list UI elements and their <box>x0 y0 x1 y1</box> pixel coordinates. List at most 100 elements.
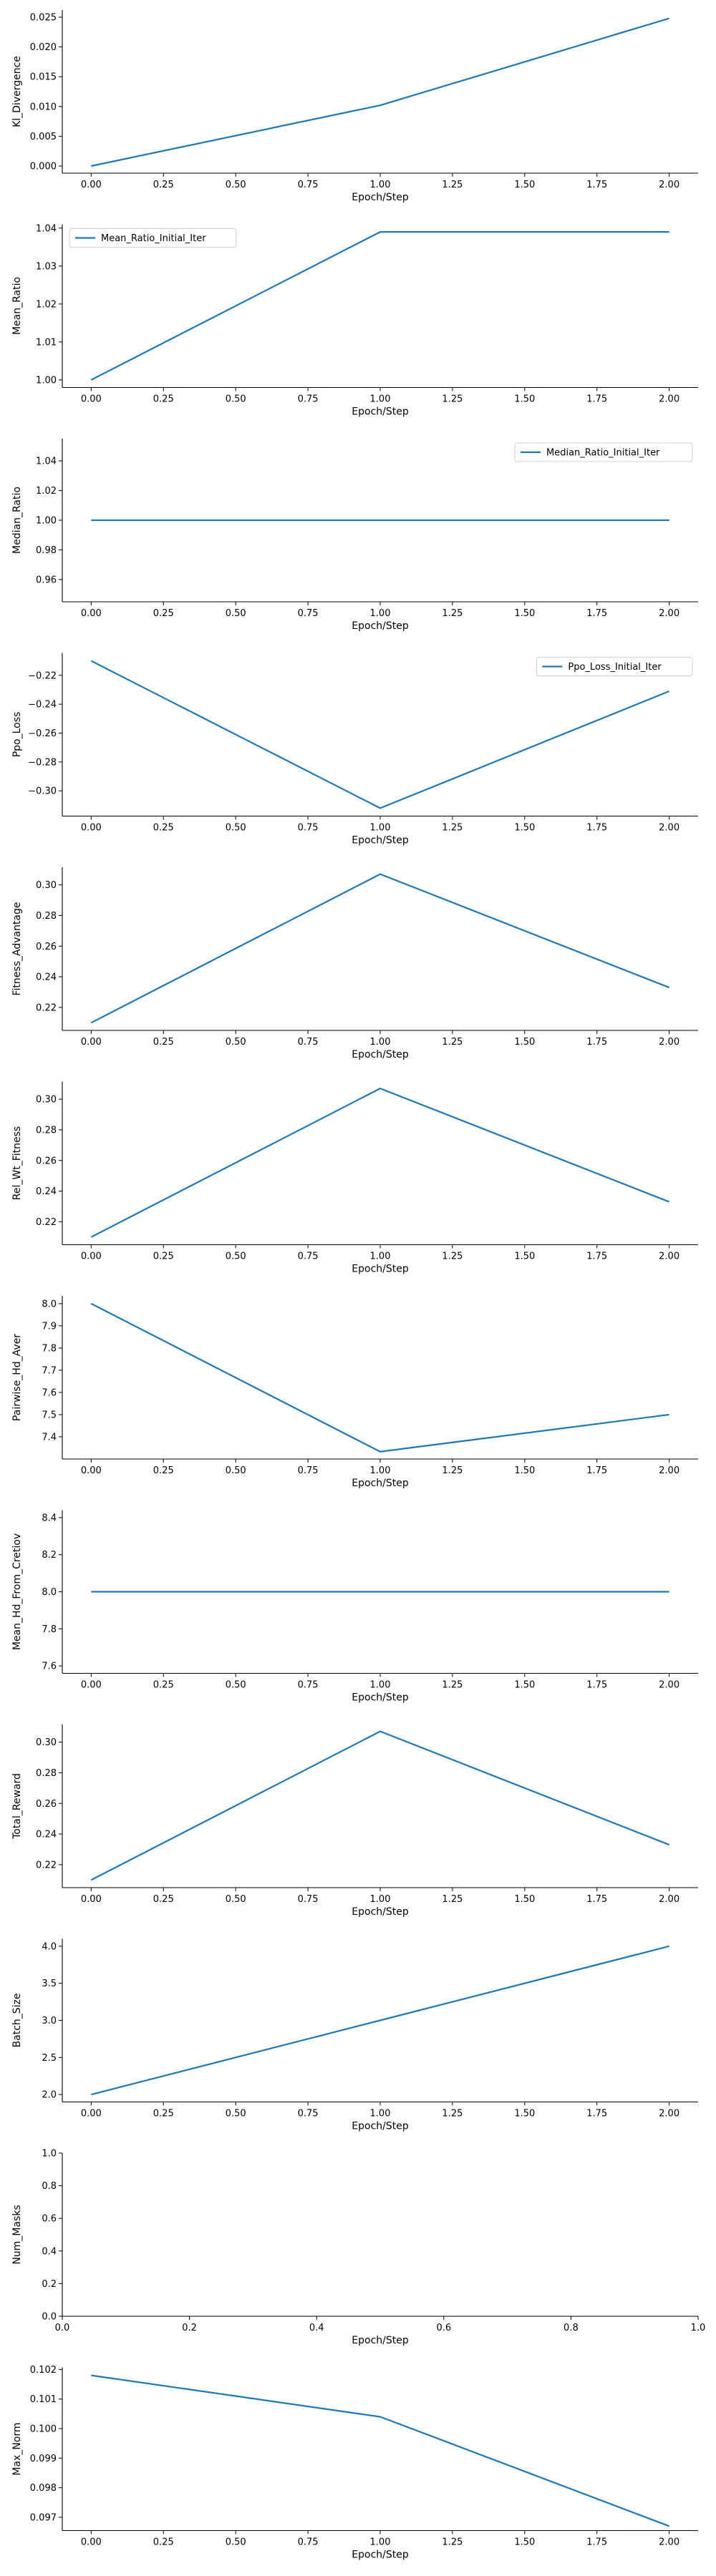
x-tick-label: 0.50 <box>226 823 246 834</box>
y-tick-label: 0.28 <box>36 1768 57 1779</box>
x-tick-label: 1.25 <box>442 1037 463 1048</box>
x-tick-label: 1.50 <box>514 1465 535 1476</box>
y-tick-label: 7.6 <box>42 1387 57 1398</box>
subplot-1: 0.00 0.25 0.50 0.75 1.00 1.25 1.50 1.75 2.00 0.00… <box>11 10 698 203</box>
y-tick-label: 0.0 <box>42 2312 57 2323</box>
x-tick-label: 0.00 <box>81 1894 102 1905</box>
x-tick-label: 0.75 <box>298 823 319 834</box>
legend: Ppo_Loss_Initial_Iter <box>536 657 693 676</box>
x-tick-label: 0.00 <box>81 1252 102 1262</box>
x-tick-label: 0.25 <box>153 2109 174 2119</box>
x-tick-label: 1.50 <box>514 608 535 619</box>
x-tick-label: 0.2 <box>182 2323 197 2333</box>
x-axis-label: Epoch/Step <box>352 1049 409 1060</box>
legend-frame <box>514 442 693 462</box>
y-tick-label: 7.9 <box>42 1321 57 1332</box>
x-tick-label: 0.00 <box>81 608 102 619</box>
x-tick-label: 0.00 <box>81 1680 102 1691</box>
x-axis-label: Epoch/Step <box>352 406 409 418</box>
x-tick-label: 0.75 <box>298 2109 319 2119</box>
x-tick-label: 1.50 <box>514 2537 535 2548</box>
y-tick-label: 8.4 <box>42 1513 57 1523</box>
y-axis-label: Batch_Size <box>11 1994 23 2048</box>
x-tick-label: 0.00 <box>81 1465 102 1476</box>
legend-label: Ppo_Loss_Initial_Iter <box>568 662 662 673</box>
x-tick-label: 1.00 <box>370 2109 391 2119</box>
x-tick-label: 1.75 <box>586 2537 607 2548</box>
y-tick-label: 8.0 <box>42 1587 57 1598</box>
y-tick-label: 0.6 <box>42 2214 57 2225</box>
y-axis-label: Fitness_Advantage <box>11 902 23 995</box>
y-tick-label: −0.30 <box>28 786 57 797</box>
x-axis-label: Epoch/Step <box>352 1906 409 1918</box>
x-tick-label: 1.75 <box>586 1037 607 1048</box>
series-line <box>90 873 670 1024</box>
x-tick-label: 1.75 <box>586 180 607 190</box>
x-tick-label: 2.00 <box>659 1894 679 1905</box>
y-axis-label: Max_Norm <box>11 2422 23 2475</box>
x-tick-label: 2.00 <box>659 1037 679 1048</box>
x-tick-label: 0.50 <box>226 1680 246 1691</box>
y-tick-label: 7.8 <box>42 1624 57 1635</box>
legend: Mean_Ratio_Initial_Iter <box>69 228 237 248</box>
y-tick-label: 0.020 <box>30 42 57 53</box>
x-tick-label: 1.25 <box>442 180 463 190</box>
x-axis-label: Epoch/Step <box>352 1692 409 1704</box>
x-tick-label: 1.50 <box>514 180 535 190</box>
x-tick-label: 1.50 <box>514 1680 535 1691</box>
y-tick-label: 0.010 <box>30 102 57 112</box>
series-line <box>91 17 669 167</box>
x-axis-label: Epoch/Step <box>352 2550 409 2561</box>
y-axis-label: Median_Ratio <box>11 487 23 554</box>
subplot-4: 0.00 0.25 0.50 0.75 1.00 1.25 1.50 1.75 2.00 −0.3… <box>11 653 698 847</box>
x-tick-label: 1.25 <box>442 608 463 619</box>
x-tick-label: 0.75 <box>298 394 319 405</box>
y-tick-label: 0.100 <box>30 2424 57 2435</box>
y-axis-label: Total_Reward <box>11 1773 23 1840</box>
y-tick-label: 7.6 <box>42 1662 57 1672</box>
x-tick-label: 0.00 <box>81 394 102 405</box>
x-tick-label: 0.00 <box>81 2109 102 2119</box>
y-tick-label: 0.000 <box>30 162 57 172</box>
x-tick-label: 1.75 <box>586 394 607 405</box>
y-tick-label: 2.0 <box>42 2090 57 2101</box>
x-tick-label: 0.25 <box>153 823 174 834</box>
x-tick-label: 0.25 <box>153 1894 174 1905</box>
x-tick-label: 0.25 <box>153 394 174 405</box>
x-tick-label: 0.25 <box>153 1037 174 1048</box>
y-tick-label: 0.005 <box>30 132 57 142</box>
x-tick-label: 0.75 <box>298 1894 319 1905</box>
x-tick-label: 0.50 <box>226 2537 246 2548</box>
y-tick-label: 7.5 <box>42 1410 57 1420</box>
x-tick-label: 2.00 <box>659 394 679 405</box>
series-line <box>91 2374 670 2527</box>
legend-frame <box>536 657 693 676</box>
y-tick-label: 0.4 <box>42 2246 57 2257</box>
x-tick-label: 0.6 <box>436 2323 451 2333</box>
x-tick-label: 1.25 <box>442 1680 463 1691</box>
y-tick-label: −0.24 <box>28 700 57 711</box>
x-tick-label: 1.00 <box>370 1465 391 1476</box>
x-tick-label: 1.75 <box>586 1894 607 1905</box>
x-tick-label: 0.00 <box>81 180 102 190</box>
x-tick-label: 1.0 <box>691 2323 706 2333</box>
y-tick-label: 1.01 <box>36 337 57 348</box>
y-tick-label: 0.24 <box>36 1186 57 1197</box>
y-tick-label: 0.98 <box>36 545 57 556</box>
y-tick-label: 0.102 <box>30 2365 57 2376</box>
x-tick-label: 0.0 <box>55 2323 70 2333</box>
series-line <box>90 231 669 381</box>
x-tick-label: 1.00 <box>370 1680 391 1691</box>
x-tick-label: 2.00 <box>659 180 679 190</box>
x-tick-label: 2.00 <box>659 823 679 834</box>
subplot-12: 0.00 0.25 0.50 0.75 1.00 1.25 1.50 1.75 2.00 0.09… <box>11 2365 698 2561</box>
y-tick-label: 7.8 <box>42 1343 57 1354</box>
x-tick-label: 0.50 <box>226 394 246 405</box>
y-tick-label: 8.2 <box>42 1550 57 1561</box>
y-axis-label: Pairwise_Hd_Aver <box>11 1334 23 1421</box>
x-tick-label: 1.75 <box>586 1252 607 1262</box>
x-tick-label: 1.00 <box>370 608 391 619</box>
x-tick-label: 0.25 <box>153 2537 174 2548</box>
y-axis-label: Kl_Divergence <box>11 56 23 127</box>
y-tick-label: 0.30 <box>36 1737 57 1748</box>
